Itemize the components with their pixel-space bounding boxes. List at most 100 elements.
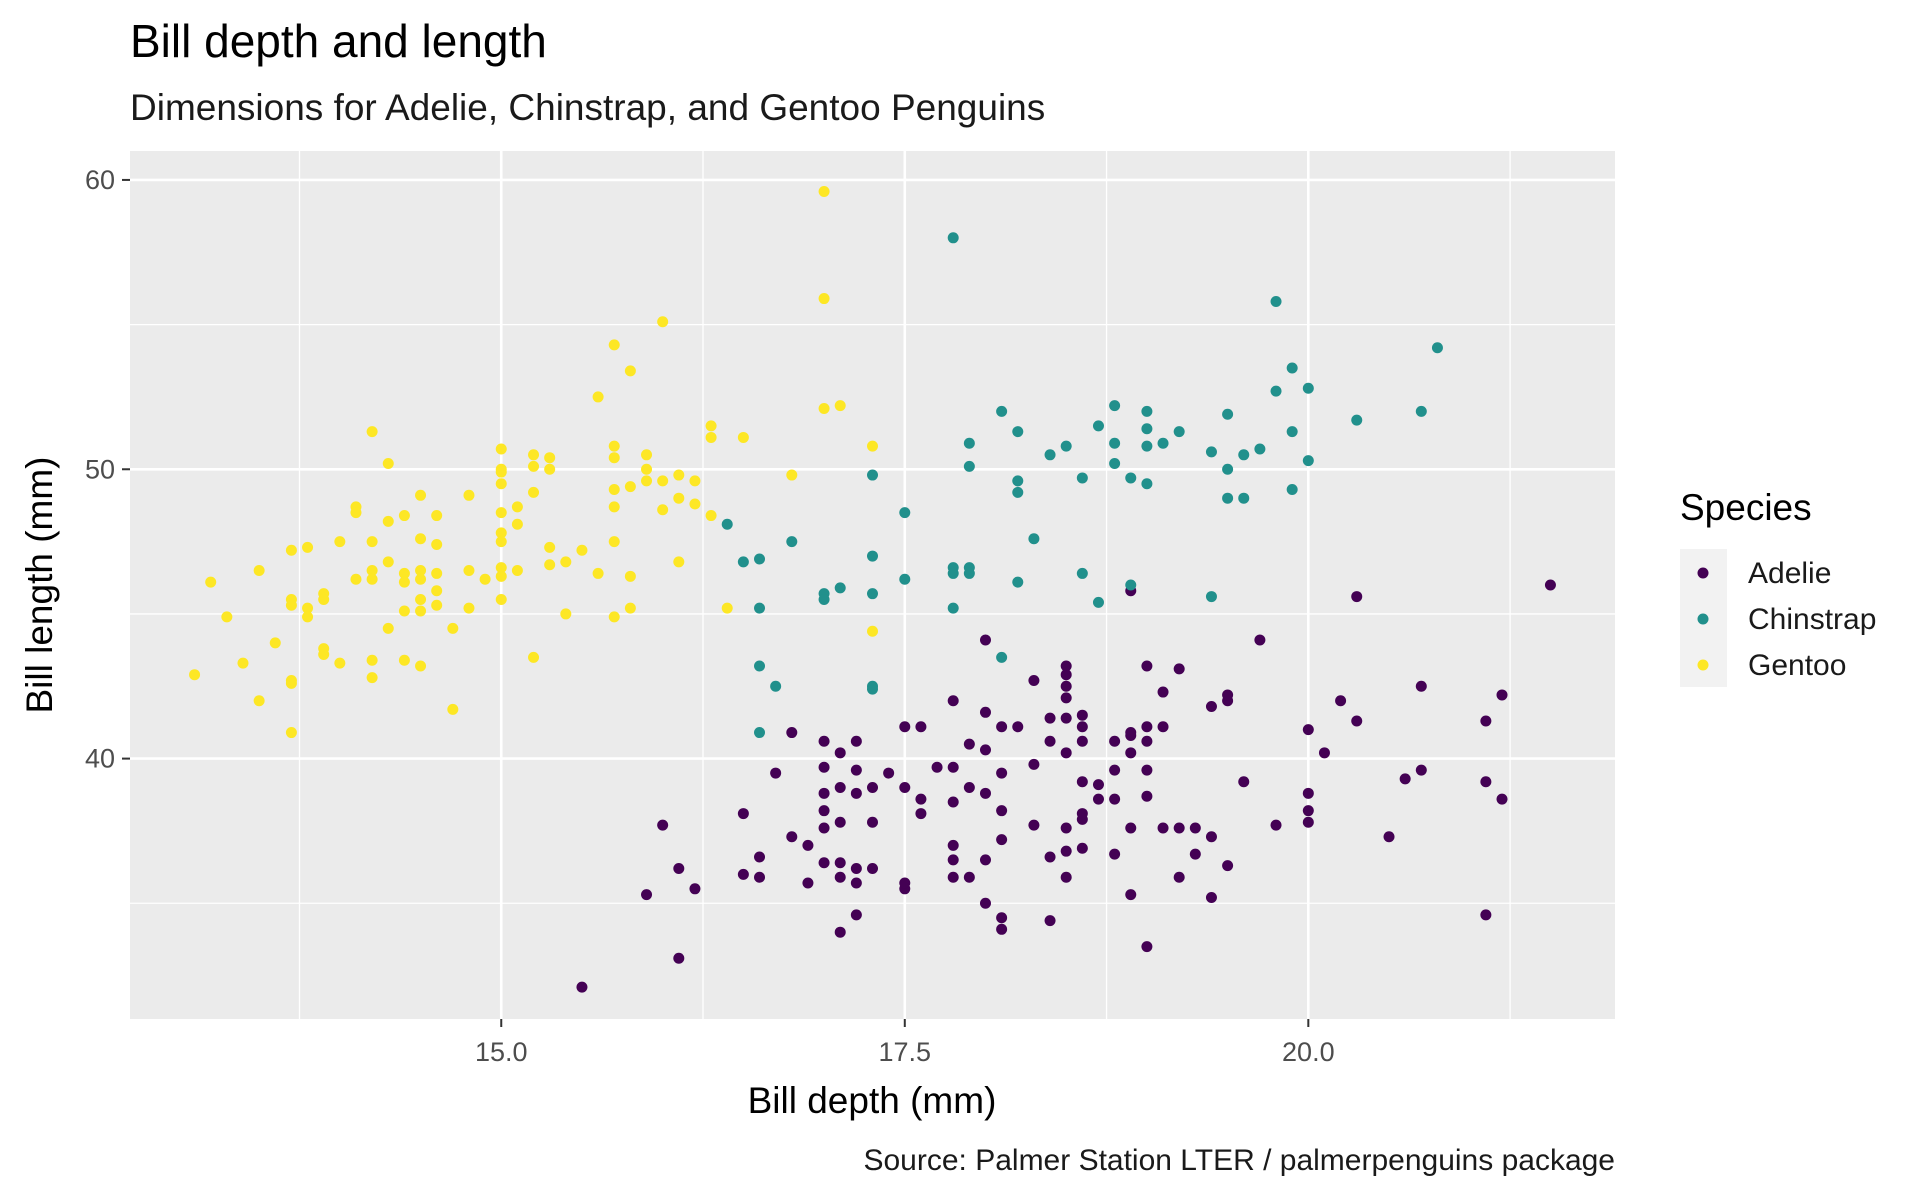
data-point-gentoo bbox=[544, 559, 556, 571]
data-point-gentoo bbox=[657, 475, 669, 487]
data-point-adelie bbox=[931, 761, 943, 773]
data-point-gentoo bbox=[447, 622, 459, 634]
data-point-chinstrap bbox=[1141, 478, 1153, 490]
data-point-chinstrap bbox=[1173, 426, 1185, 438]
data-point-gentoo bbox=[818, 293, 830, 305]
data-point-adelie bbox=[899, 721, 911, 733]
data-point-adelie bbox=[1480, 715, 1492, 727]
data-point-chinstrap bbox=[996, 651, 1008, 663]
data-point-adelie bbox=[1141, 721, 1153, 733]
data-point-chinstrap bbox=[867, 683, 878, 695]
data-point-chinstrap bbox=[1076, 472, 1088, 484]
data-point-adelie bbox=[963, 782, 975, 794]
data-point-gentoo bbox=[544, 452, 556, 464]
data-point-gentoo bbox=[415, 489, 427, 501]
data-point-chinstrap bbox=[1302, 382, 1314, 394]
data-point-gentoo bbox=[350, 573, 362, 585]
data-point-adelie bbox=[996, 721, 1008, 733]
data-point-gentoo bbox=[867, 440, 878, 452]
data-point-chinstrap bbox=[1076, 567, 1088, 579]
data-point-chinstrap bbox=[947, 602, 959, 614]
data-point-adelie bbox=[1141, 735, 1153, 747]
data-point-adelie bbox=[1076, 721, 1088, 733]
data-point-gentoo bbox=[285, 677, 297, 689]
data-point-adelie bbox=[915, 721, 927, 733]
data-point-gentoo bbox=[366, 573, 378, 585]
data-point-gentoo bbox=[818, 403, 830, 415]
data-point-adelie bbox=[996, 767, 1008, 779]
data-point-gentoo bbox=[624, 481, 636, 493]
data-point-adelie bbox=[1189, 822, 1201, 834]
data-point-chinstrap bbox=[1415, 405, 1427, 417]
data-point-chinstrap bbox=[1270, 295, 1282, 307]
data-point-adelie bbox=[1125, 889, 1137, 901]
data-point-adelie bbox=[1302, 787, 1314, 799]
data-point-adelie bbox=[947, 871, 959, 883]
data-point-gentoo bbox=[495, 443, 507, 455]
data-point-gentoo bbox=[721, 602, 733, 614]
x-axis: 15.0 17.5 20.0 bbox=[475, 1019, 1335, 1067]
data-point-gentoo bbox=[334, 657, 346, 669]
data-point-gentoo bbox=[366, 672, 378, 684]
x-tick-label: 20.0 bbox=[1282, 1037, 1335, 1067]
data-point-adelie bbox=[1270, 819, 1282, 831]
data-point-adelie bbox=[1141, 790, 1153, 802]
data-point-chinstrap bbox=[963, 437, 975, 449]
data-point-chinstrap bbox=[754, 727, 766, 739]
data-point-adelie bbox=[834, 782, 846, 794]
data-point-adelie bbox=[818, 735, 830, 747]
data-point-adelie bbox=[1044, 851, 1056, 863]
data-point-chinstrap bbox=[1012, 576, 1024, 588]
data-point-adelie bbox=[1141, 660, 1153, 672]
data-point-chinstrap bbox=[947, 232, 959, 244]
data-point-adelie bbox=[1076, 842, 1088, 854]
data-point-gentoo bbox=[544, 541, 556, 553]
data-point-adelie bbox=[1141, 764, 1153, 776]
data-point-adelie bbox=[979, 744, 991, 756]
data-point-gentoo bbox=[366, 565, 378, 577]
data-point-gentoo bbox=[366, 536, 378, 548]
data-point-adelie bbox=[1173, 822, 1185, 834]
data-point-gentoo bbox=[641, 475, 653, 487]
data-point-chinstrap bbox=[1254, 443, 1266, 455]
data-point-adelie bbox=[1044, 915, 1056, 927]
data-point-gentoo bbox=[528, 449, 540, 461]
data-point-gentoo bbox=[415, 593, 427, 605]
data-point-adelie bbox=[915, 808, 927, 820]
data-point-gentoo bbox=[463, 489, 475, 501]
data-point-gentoo bbox=[334, 536, 346, 548]
data-point-adelie bbox=[1044, 735, 1056, 747]
data-point-adelie bbox=[947, 854, 959, 866]
data-point-adelie bbox=[1173, 871, 1185, 883]
data-point-adelie bbox=[1415, 764, 1427, 776]
data-point-adelie bbox=[979, 634, 991, 646]
data-point-adelie bbox=[1205, 701, 1217, 713]
data-point-adelie bbox=[834, 816, 846, 828]
data-point-adelie bbox=[1496, 793, 1508, 805]
y-tick-label: 50 bbox=[85, 454, 115, 484]
data-point-gentoo bbox=[511, 565, 523, 577]
data-point-gentoo bbox=[253, 695, 265, 707]
data-point-gentoo bbox=[398, 567, 410, 579]
data-point-gentoo bbox=[221, 611, 233, 623]
data-point-chinstrap bbox=[754, 553, 766, 565]
data-point-adelie bbox=[754, 851, 766, 863]
data-point-gentoo bbox=[528, 486, 540, 498]
data-point-gentoo bbox=[302, 602, 314, 614]
data-point-gentoo bbox=[382, 622, 394, 634]
data-point-adelie bbox=[1028, 674, 1040, 686]
data-point-gentoo bbox=[463, 565, 475, 577]
data-point-adelie bbox=[963, 871, 975, 883]
data-point-gentoo bbox=[302, 611, 314, 623]
plot-panel bbox=[130, 151, 1615, 1019]
data-point-adelie bbox=[1060, 660, 1072, 672]
data-point-adelie bbox=[786, 831, 798, 843]
data-point-chinstrap bbox=[1222, 408, 1234, 420]
data-point-gentoo bbox=[495, 478, 507, 490]
data-point-chinstrap bbox=[1238, 449, 1250, 461]
data-point-adelie bbox=[802, 839, 814, 851]
data-point-gentoo bbox=[415, 573, 427, 585]
data-point-gentoo bbox=[415, 565, 427, 577]
data-point-gentoo bbox=[285, 544, 297, 556]
data-point-gentoo bbox=[592, 391, 604, 403]
